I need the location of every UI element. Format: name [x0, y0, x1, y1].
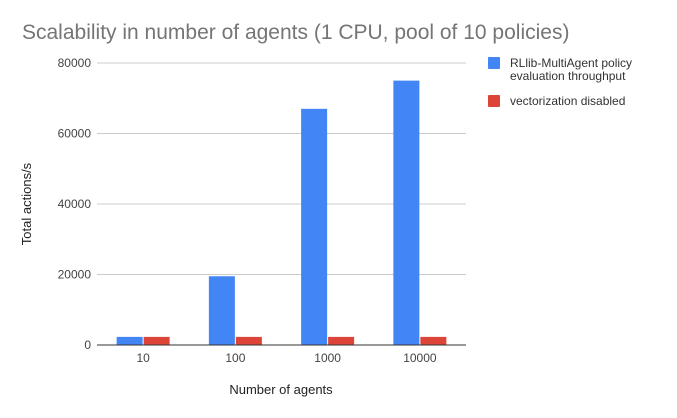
x-axis-ticks: 10 100 1000 10000: [136, 351, 436, 365]
bar-vectorization-disabled-100: [235, 336, 262, 345]
x-tick-label: 1000: [314, 351, 341, 365]
x-tick-label: 100: [225, 351, 245, 365]
legend-swatch: [488, 95, 500, 107]
bar-throughput-10: [116, 336, 143, 345]
y-axis-ticks: 0 20000 40000 60000 80000: [58, 56, 92, 352]
legend-label: vectorization disabled: [510, 94, 625, 108]
y-axis-title: Total actions/s: [19, 162, 34, 245]
legend-swatch: [488, 57, 500, 69]
x-tick-label: 10000: [403, 351, 437, 365]
bar-throughput-100: [208, 276, 235, 345]
bars: [116, 80, 447, 345]
bar-vectorization-disabled-1000: [328, 336, 355, 345]
y-tick-label: 20000: [58, 268, 92, 282]
bar-throughput-1000: [301, 108, 328, 345]
y-tick-label: 80000: [58, 56, 92, 70]
chart-title: Scalability in number of agents (1 CPU, …: [22, 21, 569, 44]
bar-throughput-10000: [393, 80, 420, 345]
bar-vectorization-disabled-10000: [420, 336, 447, 345]
y-tick-label: 60000: [58, 127, 92, 141]
y-tick-label: 40000: [58, 197, 92, 211]
legend-label: evaluation throughput: [510, 69, 626, 83]
legend-label: RLlib-MultiAgent policy: [510, 56, 632, 70]
x-tick-label: 10: [136, 351, 150, 365]
x-axis-title: Number of agents: [229, 382, 333, 397]
y-tick-label: 0: [84, 338, 91, 352]
bar-vectorization-disabled-10: [143, 336, 170, 345]
